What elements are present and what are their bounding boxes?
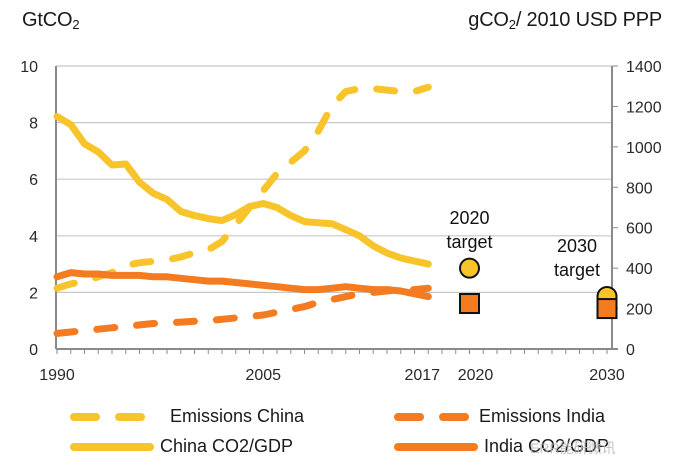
target-india-square-marker — [596, 298, 618, 320]
right-tick-label: 1000 — [626, 140, 662, 157]
left-axis-unit-text: GtCO — [22, 9, 73, 31]
series-lines — [53, 83, 432, 337]
right-tick-label: 0 — [626, 342, 635, 359]
grid-lines — [56, 65, 612, 293]
left-axis-unit-subscript: 2 — [72, 17, 80, 32]
left-tick-label: 0 — [29, 342, 38, 359]
target-markers: 2020 target 2030 target — [446, 208, 618, 320]
watermark: ERR能研微讯 — [530, 440, 616, 456]
target-label-year: 2030 — [557, 236, 597, 256]
x-tick-label: 1990 — [39, 367, 75, 384]
x-tick-label: 2017 — [404, 367, 440, 384]
left-tick-label: 4 — [29, 229, 38, 246]
left-tick-label: 10 — [20, 59, 38, 76]
target-label-text: target — [446, 232, 492, 252]
right-tick-label: 600 — [626, 221, 653, 238]
left-tick-label: 6 — [29, 172, 38, 189]
series-emissions-china — [53, 83, 432, 292]
right-axis-unit-pre: gCO — [468, 9, 509, 31]
x-tick-label: 2020 — [458, 367, 494, 384]
target-label-year: 2020 — [449, 208, 489, 228]
right-axis-unit-post: / 2010 USD PPP — [515, 9, 662, 31]
target-label-text: target — [554, 260, 600, 280]
right-tick-label: 200 — [626, 302, 653, 319]
right-tick-label: 800 — [626, 180, 653, 197]
axes — [55, 65, 618, 354]
left-tick-label: 8 — [29, 116, 38, 133]
right-tick-label: 1400 — [626, 59, 662, 76]
right-axis-unit-subscript: 2 — [508, 17, 516, 32]
series-emissions-india — [53, 284, 432, 337]
right-tick-label: 400 — [626, 261, 653, 278]
tick-labels: 0 2 4 6 8 10 0 200 400 600 800 1000 1200 1400 1990 2005… — [20, 59, 661, 384]
series-india-co2-gdp — [53, 269, 432, 301]
left-tick-label: 2 — [29, 285, 38, 302]
left-axis-unit-label: GtCO2 — [22, 9, 80, 32]
right-axis-unit-label: gCO2/ 2010 USD PPP — [468, 9, 662, 32]
target-china-circle-marker — [459, 257, 480, 279]
target-india-square-marker — [459, 293, 480, 315]
x-tick-label: 2005 — [245, 367, 281, 384]
series-china-co2-gdp — [53, 113, 432, 268]
x-tick-label: 2030 — [589, 367, 625, 384]
right-tick-label: 1200 — [626, 99, 662, 116]
